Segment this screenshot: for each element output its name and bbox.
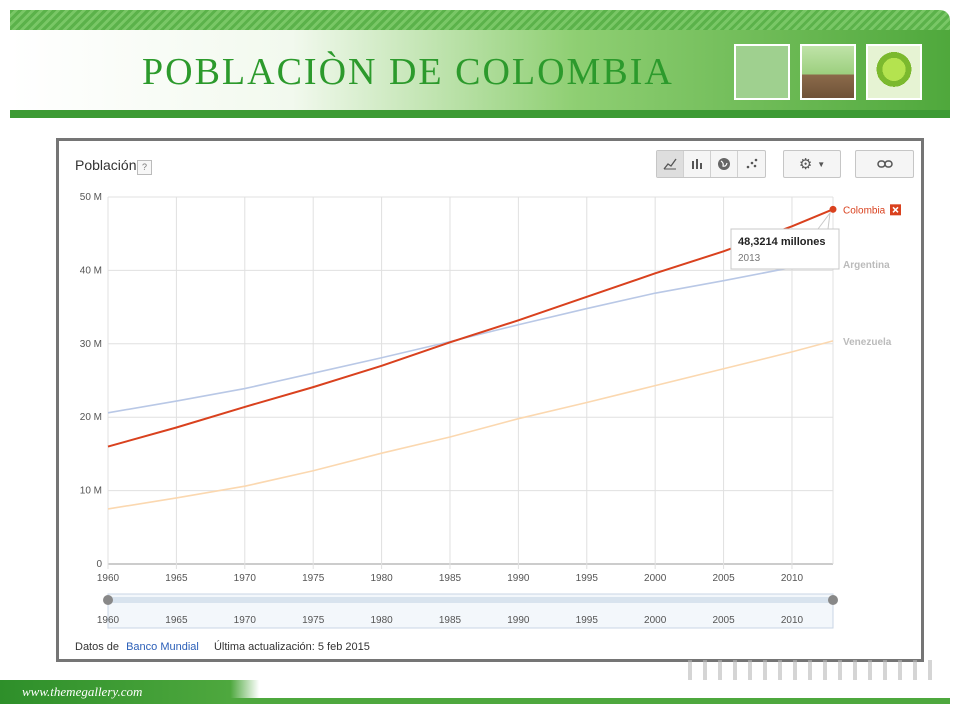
leaf-image — [866, 44, 922, 100]
slider-tick-label: 1960 — [97, 615, 120, 626]
series-line-argentina[interactable] — [107, 259, 834, 414]
scatter-icon — [746, 158, 757, 169]
source-prefix: Datos de — [75, 641, 119, 653]
line-chart-icon — [663, 158, 677, 170]
settings-button[interactable]: ⚙ ▼ — [784, 151, 840, 177]
slider-tick-label: 1995 — [576, 615, 599, 626]
chart-title: Población — [75, 157, 137, 173]
slider-tick-label: 1965 — [165, 615, 188, 626]
x-axis-ticks: 1960 1965 1970 1975 1980 1985 1990 1995 2000 2005… — [97, 573, 804, 584]
tooltip-year: 2013 — [738, 253, 761, 264]
y-axis-ticks: 0 10 M 20 M 30 M 40 M 50 M — [80, 192, 103, 570]
header-band — [10, 30, 950, 110]
slider-tick-label: 1985 — [439, 615, 462, 626]
y-tick-label: 20 M — [80, 412, 102, 423]
chevron-down-icon: ▼ — [817, 159, 826, 169]
tooltip-value: 48,3214 millones — [738, 236, 825, 248]
link-toolbar — [855, 150, 914, 178]
green-tile-image — [734, 44, 790, 100]
settings-toolbar: ⚙ ▼ — [783, 150, 841, 178]
data-source: Datos de Banco Mundial Última actualizac… — [75, 640, 370, 653]
link-button[interactable] — [856, 151, 913, 177]
header-stripe — [10, 10, 950, 30]
last-updated: Última actualización: 5 feb 2015 — [214, 640, 370, 653]
globe-icon — [718, 158, 730, 170]
x-tick-label: 1970 — [234, 573, 257, 584]
scatter-button[interactable] — [738, 151, 765, 177]
x-tick-label: 1985 — [439, 573, 462, 584]
map-button[interactable] — [711, 151, 738, 177]
x-tick-label: 2000 — [644, 573, 667, 584]
slider-tick-label: 2005 — [712, 615, 735, 626]
bar-chart-icon — [692, 159, 702, 169]
y-tick-label: 50 M — [80, 192, 102, 203]
footer-line — [230, 698, 950, 704]
slider-tick-label: 2010 — [781, 615, 804, 626]
slider-tick-label: 1990 — [507, 615, 530, 626]
x-tick-label: 1980 — [370, 573, 393, 584]
slider-tick-labels: 1960 1965 1970 1975 1980 1985 1990 1995 2000 2005… — [97, 615, 804, 626]
sprout-image — [800, 44, 856, 100]
legend-label-argentina[interactable]: Argentina — [843, 260, 890, 271]
series-line-venezuela[interactable] — [107, 340, 834, 510]
time-range-slider[interactable]: 1960 1965 1970 1975 1980 1985 1990 1995 2000 2005… — [97, 593, 838, 629]
chart-type-toolbar — [656, 150, 766, 178]
series-lines — [107, 208, 834, 510]
gear-icon: ⚙ — [798, 156, 813, 173]
line-chart-button[interactable] — [657, 151, 684, 177]
tooltip: 48,3214 millones 2013 — [730, 211, 840, 270]
y-tick-label: 10 M — [80, 486, 102, 497]
x-tick-label: 1960 — [97, 573, 120, 584]
chart-frame — [56, 138, 924, 662]
y-tick-label: 40 M — [80, 265, 102, 276]
x-tick-label: 1995 — [576, 573, 599, 584]
legend-label-colombia[interactable]: Colombia — [843, 205, 886, 216]
slider-tick-label: 1980 — [370, 615, 393, 626]
slider-right-handle[interactable] — [828, 595, 838, 605]
slider-tick-label: 1975 — [302, 615, 325, 626]
legend: Colombia Argentina Venezuela — [829, 204, 901, 348]
x-tick-label: 2005 — [712, 573, 735, 584]
slider-tick-label: 1970 — [234, 615, 257, 626]
close-icon — [892, 206, 899, 213]
bar-chart-button[interactable] — [684, 151, 711, 177]
legend-label-venezuela[interactable]: Venezuela — [843, 337, 892, 348]
x-tick-label: 1990 — [507, 573, 530, 584]
header-rule — [10, 110, 950, 118]
series-endpoint-colombia[interactable] — [829, 205, 837, 213]
help-button[interactable]: ? — [137, 160, 152, 175]
series-line-colombia[interactable] — [107, 208, 834, 448]
source-link[interactable]: Banco Mundial — [126, 641, 199, 653]
slider-tick-label: 2000 — [644, 615, 667, 626]
y-tick-label: 30 M — [80, 339, 102, 350]
link-icon — [876, 160, 893, 168]
slider-left-handle[interactable] — [103, 595, 113, 605]
x-tick-label: 2010 — [781, 573, 804, 584]
x-tick-label: 1975 — [302, 573, 325, 584]
x-tick-label: 1965 — [165, 573, 188, 584]
grid-lines — [107, 196, 834, 569]
slide-title: POBLACIÒN DE COLOMBIA — [142, 51, 674, 93]
y-tick-label: 0 — [96, 559, 102, 570]
footer-url[interactable]: www.themegallery.com — [22, 684, 143, 699]
